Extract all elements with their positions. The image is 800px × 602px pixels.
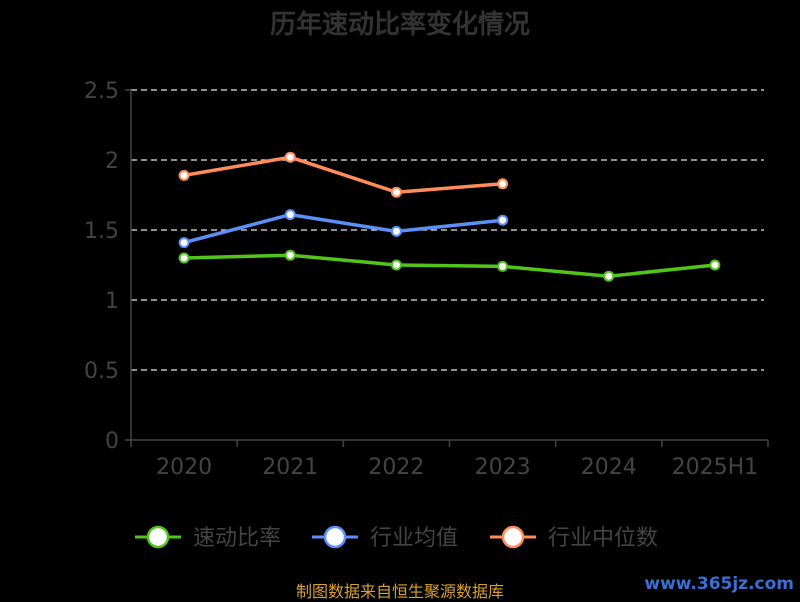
legend-marker [323,525,347,549]
y-tick-label: 1.5 [84,219,119,244]
data-point[interactable] [178,237,190,249]
x-axis-ticks: 2020 2021 2022 2023 2024 2025H1 [156,455,758,480]
data-point[interactable] [603,270,615,282]
legend-item[interactable]: 速动比率 [135,525,281,551]
x-tick-label: 2020 [156,455,212,480]
data-point[interactable] [709,259,721,271]
series-line [183,155,503,194]
axes [125,89,769,447]
x-tick-label: 2023 [475,455,531,480]
data-source-note: 制图数据来自恒生聚源数据库 [295,582,504,601]
chart-title: 历年速动比率变化情况 [270,9,530,40]
data-point[interactable] [390,259,402,271]
legend-marker [146,525,170,549]
series-lines [178,151,721,282]
data-point[interactable] [497,214,509,226]
x-tick-label: 2022 [368,455,424,480]
legend[interactable]: 速动比率 行业均值 行业中位数 [135,525,658,551]
series-line [183,212,503,245]
series-line [184,253,716,278]
y-tick-label: 2.5 [84,79,119,104]
y-tick-label: 2 [105,149,119,174]
legend-item[interactable]: 行业均值 [312,525,458,551]
series-行业均值 [178,209,509,249]
x-tick-label: 2024 [581,455,637,480]
watermark: www.365jz.com [644,574,794,594]
legend-item[interactable]: 行业中位数 [490,525,658,551]
data-point[interactable] [284,209,296,221]
legend-label: 速动比率 [193,526,281,551]
data-point[interactable] [390,186,402,198]
x-tick-label: 2021 [262,455,318,480]
data-point[interactable] [178,169,190,181]
legend-label: 行业均值 [370,526,458,551]
y-axis-ticks: 0 0.5 1 1.5 2 2.5 [84,79,119,454]
legend-marker [501,525,525,549]
data-point[interactable] [178,252,190,264]
legend-label: 行业中位数 [548,526,658,551]
y-tick-label: 0 [105,429,119,454]
data-point[interactable] [497,178,509,190]
y-tick-label: 0.5 [84,359,119,384]
y-tick-label: 1 [105,289,119,314]
data-point[interactable] [284,249,296,261]
x-tick-label: 2025H1 [672,455,759,480]
data-point[interactable] [497,260,509,272]
series-速动比率 [178,249,721,282]
data-point[interactable] [284,151,296,163]
series-行业中位数 [178,151,509,198]
data-point[interactable] [390,225,402,237]
